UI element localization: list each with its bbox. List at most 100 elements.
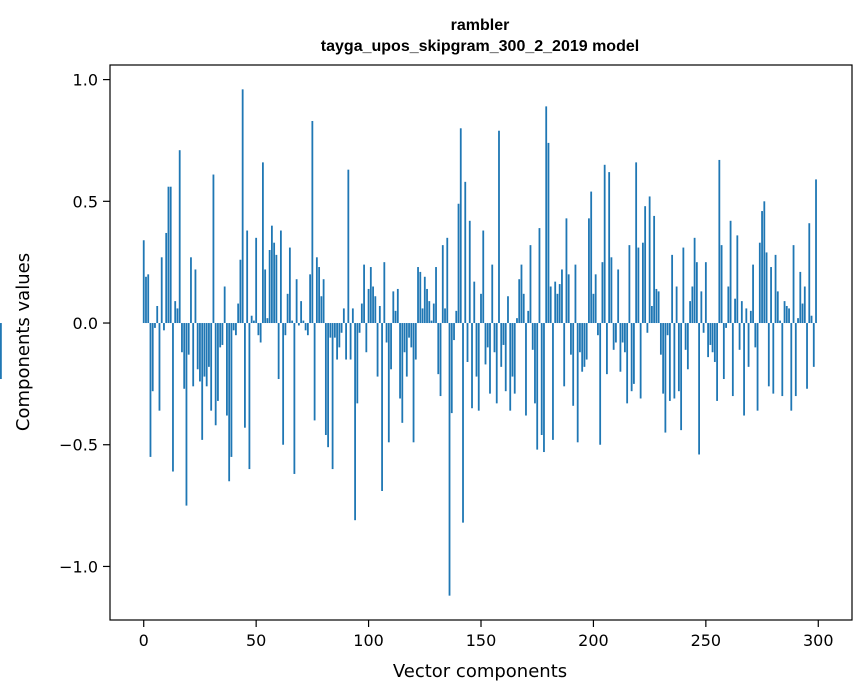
bar-158 bbox=[498, 130, 500, 324]
bar-239 bbox=[680, 323, 683, 431]
bar-267 bbox=[743, 323, 745, 416]
bar-17 bbox=[181, 323, 183, 353]
bar-24 bbox=[196, 323, 199, 370]
bar-279 bbox=[770, 267, 772, 324]
bar-247 bbox=[698, 323, 700, 455]
bar-248 bbox=[700, 291, 703, 324]
bar-72 bbox=[304, 323, 307, 331]
bar-199 bbox=[590, 191, 593, 324]
bar-299 bbox=[815, 179, 817, 324]
bar-217 bbox=[630, 323, 633, 392]
bar-168 bbox=[520, 264, 523, 324]
bar-292 bbox=[799, 271, 802, 324]
bar-96 bbox=[358, 323, 361, 333]
bar-30 bbox=[210, 323, 213, 411]
chart-subtitle: tayga_upos_skipgram_300_2_2019 model bbox=[321, 38, 639, 55]
bar-264 bbox=[736, 235, 739, 324]
bar-125 bbox=[423, 276, 426, 324]
bar-178 bbox=[543, 323, 545, 453]
bar-173 bbox=[531, 323, 534, 350]
bar-237 bbox=[675, 286, 678, 324]
bar-27 bbox=[203, 323, 206, 377]
bar-91 bbox=[347, 169, 350, 324]
bar-182 bbox=[552, 323, 554, 440]
bar-69 bbox=[297, 323, 300, 326]
bar-155 bbox=[491, 264, 494, 324]
bar-156 bbox=[493, 323, 496, 353]
bar-191 bbox=[572, 323, 575, 406]
bar-273 bbox=[756, 323, 759, 411]
bar-177 bbox=[540, 323, 543, 435]
bar-61 bbox=[279, 230, 282, 324]
bar-261 bbox=[729, 220, 732, 324]
bar-118 bbox=[408, 323, 410, 338]
bar-127 bbox=[428, 301, 431, 324]
bar-213 bbox=[621, 323, 624, 343]
bar-165 bbox=[513, 323, 516, 394]
bar-181 bbox=[549, 286, 552, 324]
chart-title: rambler bbox=[451, 17, 510, 34]
x-tick-label: 0 bbox=[139, 631, 149, 650]
bar-295 bbox=[806, 323, 808, 389]
bar-190 bbox=[570, 323, 572, 355]
x-axis-label: Vector components bbox=[393, 661, 567, 682]
bars-group bbox=[0, 89, 817, 596]
bar-60 bbox=[277, 323, 280, 380]
y-tick-label: 0.5 bbox=[73, 192, 98, 211]
bar-85 bbox=[333, 323, 336, 338]
bar-88 bbox=[340, 323, 343, 333]
bar-93 bbox=[351, 308, 354, 324]
bar-11 bbox=[167, 186, 170, 324]
y-axis-ticks: −1.0 −0.5 0.0 0.5 1.0 bbox=[59, 71, 110, 576]
bar-9 bbox=[163, 323, 165, 331]
bar-35 bbox=[221, 323, 224, 345]
bar-139 bbox=[455, 310, 458, 324]
bar-202 bbox=[597, 323, 599, 336]
bar-45 bbox=[244, 323, 246, 428]
bar-103 bbox=[374, 296, 377, 324]
bar-34 bbox=[219, 323, 222, 348]
bar-82 bbox=[327, 323, 329, 448]
bar-138 bbox=[453, 323, 455, 341]
x-tick-label: 150 bbox=[466, 631, 497, 650]
bar-233 bbox=[666, 323, 669, 336]
bar-71 bbox=[302, 320, 305, 324]
bar-195 bbox=[581, 323, 584, 372]
bar-204 bbox=[601, 262, 604, 324]
bar-40 bbox=[232, 323, 235, 331]
bar-64 bbox=[286, 293, 289, 324]
bar-271 bbox=[752, 264, 754, 324]
bar-272 bbox=[754, 323, 757, 348]
bar-255 bbox=[716, 323, 718, 401]
bar-275 bbox=[761, 211, 763, 324]
bar-170 bbox=[525, 323, 527, 416]
bar-101 bbox=[369, 267, 372, 324]
bar-26 bbox=[201, 323, 204, 440]
bar-32 bbox=[214, 323, 217, 426]
bar-6 bbox=[156, 305, 159, 324]
bar-289 bbox=[792, 245, 795, 324]
bar-142 bbox=[462, 323, 464, 523]
bar-57 bbox=[270, 225, 273, 324]
bar-3 bbox=[149, 323, 152, 457]
bar-242 bbox=[686, 323, 689, 370]
bar-110 bbox=[390, 323, 392, 370]
bar-4 bbox=[151, 323, 154, 392]
bar-83 bbox=[329, 323, 332, 338]
bar-77 bbox=[315, 257, 318, 324]
bar-286 bbox=[785, 305, 788, 324]
bar-129 bbox=[432, 303, 435, 324]
bar-291 bbox=[797, 318, 799, 324]
bar-130 bbox=[435, 267, 437, 324]
bar-115 bbox=[401, 323, 404, 423]
bar-0 bbox=[142, 240, 145, 324]
bar-109 bbox=[387, 323, 390, 443]
bar-285 bbox=[783, 301, 786, 324]
bar-132 bbox=[439, 323, 442, 397]
bar-215 bbox=[626, 323, 629, 404]
bar-42 bbox=[237, 303, 240, 324]
bar-230 bbox=[659, 323, 662, 355]
bar-297 bbox=[810, 315, 813, 324]
bar-53 bbox=[262, 162, 264, 324]
y-tick-label: −0.5 bbox=[59, 436, 98, 455]
